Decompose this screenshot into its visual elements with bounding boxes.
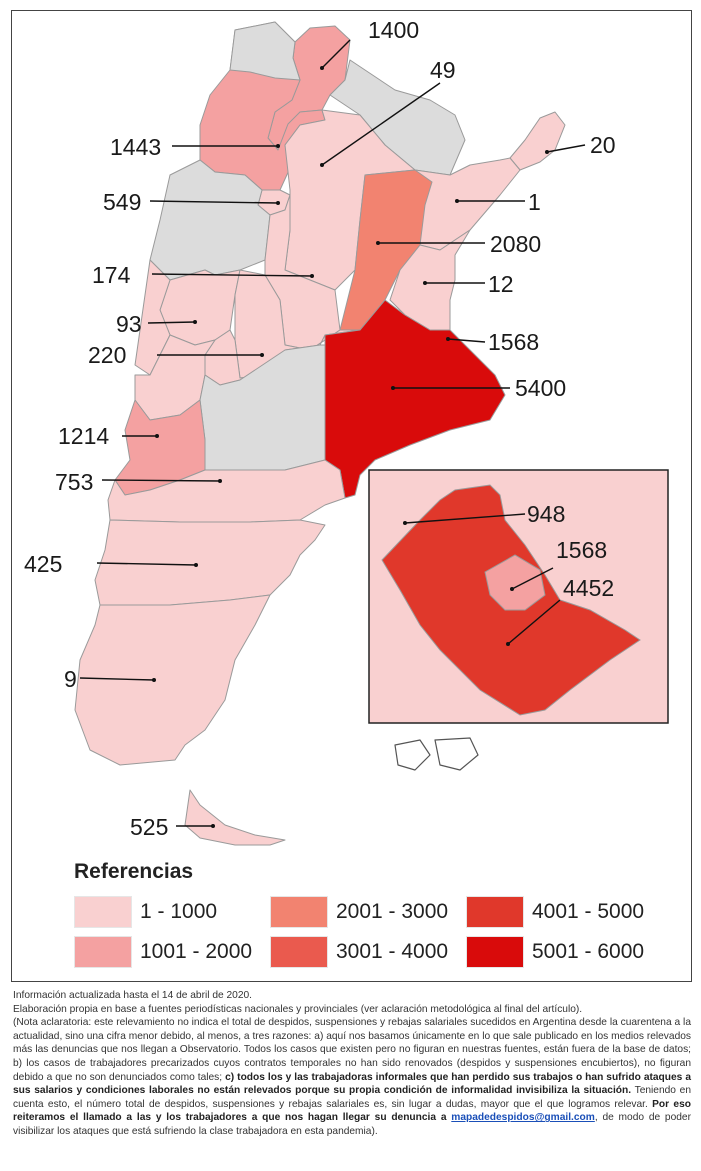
province-caba-value-label: 1568 xyxy=(488,329,539,355)
province-chubut-leader-dot xyxy=(194,563,198,567)
province-corrientes-leader-dot xyxy=(455,199,459,203)
province-r-o-negro-value-label: 753 xyxy=(55,469,93,495)
province-caba-leader-dot xyxy=(446,337,450,341)
province-tierra-del-fuego-value-label: 525 xyxy=(130,814,168,840)
province-tierra-del-fuego xyxy=(184,789,286,846)
province-santa-cruz-leader-dot xyxy=(152,678,156,682)
province-tucum-n-value-label: 549 xyxy=(103,189,141,215)
province-catamarca-north xyxy=(229,21,301,81)
legend-item: 5001 - 6000 xyxy=(466,936,644,968)
argentina-map: 1400 49 1443 20 549 1 2080 174 12 93 1568 220 5400 12… xyxy=(24,17,669,846)
inset-conurbano-norte-leader-dot xyxy=(403,521,407,525)
province-formosa-leader-line xyxy=(321,82,441,166)
province-r-o-negro-leader-dot xyxy=(218,479,222,483)
province-entre-rios xyxy=(389,229,471,331)
inset-caba-value-label: 1568 xyxy=(556,537,607,563)
province-santa-fe xyxy=(339,169,433,331)
province-misiones-leader-line xyxy=(546,144,586,153)
province-santa-fe-value-label: 2080 xyxy=(490,231,541,257)
legend-label: 3001 - 4000 xyxy=(336,940,449,963)
legend-label: 1 - 1000 xyxy=(140,900,218,923)
legend-swatch xyxy=(466,896,524,928)
notes-date: Información actualizada hasta el 14 de a… xyxy=(13,990,252,1001)
province-neuqu-n-leader-dot xyxy=(155,434,159,438)
province-san-juan-leader-dot xyxy=(193,320,197,324)
inset-conurbano-sur-value-label: 4452 xyxy=(563,575,614,601)
inset-conurbano-norte-leader-line xyxy=(404,513,526,524)
inset-conurbano-sur-leader-dot xyxy=(506,642,510,646)
legend-swatch xyxy=(466,936,524,968)
province-santa-cruz xyxy=(74,594,271,766)
province-tucum-n-leader-line xyxy=(149,200,279,204)
inset-caba xyxy=(484,554,546,611)
province-misiones xyxy=(509,111,566,171)
legend-label: 1001 - 2000 xyxy=(140,940,253,963)
province-chubut xyxy=(94,519,326,606)
province-san-juan-value-label: 93 xyxy=(116,311,142,337)
province-santa-fe-leader-dot xyxy=(376,241,380,245)
province-tierra-del-fuego-leader-dot xyxy=(211,824,215,828)
province-santiago-del-estero-leader-dot xyxy=(310,274,314,278)
legend-swatch xyxy=(74,936,132,968)
legend-label: 2001 - 3000 xyxy=(336,900,449,923)
legend-item: 1001 - 2000 xyxy=(74,936,252,968)
province-jujuy-leader-dot xyxy=(320,66,324,70)
province-formosa-value-label: 49 xyxy=(430,57,456,83)
province-corrientes-value-label: 1 xyxy=(528,189,541,215)
province-buenos-aires-value-label: 5400 xyxy=(515,375,566,401)
notes: Información actualizada hasta el 14 de a… xyxy=(13,989,691,1139)
province-tucum-n-leader-dot xyxy=(276,201,280,205)
province-buenos-aires-leader-dot xyxy=(391,386,395,390)
province-entre-r-os-leader-dot xyxy=(423,281,427,285)
province-santiago-del-estero-leader-line xyxy=(151,273,313,277)
province-misiones-leader-dot xyxy=(545,150,549,154)
province-san-juan-leader-line xyxy=(147,321,196,324)
province-misiones-value-label: 20 xyxy=(590,132,616,158)
province-salta-value-label: 1443 xyxy=(110,134,161,160)
province-san-luis-leader-dot xyxy=(260,353,264,357)
inset-conurbano-sur-leader-line xyxy=(507,599,561,645)
province-formosa-leader-dot xyxy=(320,163,324,167)
province-neuqu-n-value-label: 1214 xyxy=(58,423,109,449)
legend-label: 4001 - 5000 xyxy=(532,900,645,923)
inset-caba-leader-line xyxy=(511,567,554,590)
province-santa-cruz-leader-line xyxy=(79,677,155,681)
legend-title: Referencias xyxy=(74,860,194,883)
legend-item: 4001 - 5000 xyxy=(466,896,644,928)
province-entre-r-os-value-label: 12 xyxy=(488,271,514,297)
legend-swatch xyxy=(74,896,132,928)
legend-item: 3001 - 4000 xyxy=(270,936,448,968)
malvinas-islands xyxy=(394,737,479,771)
legend-swatch xyxy=(270,896,328,928)
notes-source: Elaboración propia en base a fuentes per… xyxy=(13,1003,583,1015)
province-chubut-value-label: 425 xyxy=(24,551,62,577)
legend-swatch xyxy=(270,936,328,968)
legend-label: 5001 - 6000 xyxy=(532,940,645,963)
province-caba-leader-line xyxy=(447,338,486,343)
province-san-luis-value-label: 220 xyxy=(88,342,126,368)
province-jujuy-value-label: 1400 xyxy=(368,17,419,43)
province-santa-cruz-value-label: 9 xyxy=(64,666,77,692)
inset-conurbano-norte-value-label: 948 xyxy=(527,501,565,527)
inset-gba xyxy=(368,469,669,724)
notes-disclaimer: (Nota aclaratoria: este relevamiento no … xyxy=(13,1017,691,1137)
email-link[interactable]: mapadedespidos@gmail.com xyxy=(451,1112,595,1124)
legend-item: 2001 - 3000 xyxy=(270,896,448,928)
inset-caba-leader-dot xyxy=(510,587,514,591)
province-r-o-negro-leader-line xyxy=(101,479,221,482)
province-chubut-leader-line xyxy=(96,562,197,566)
province-santiago-del-estero-value-label: 174 xyxy=(92,262,131,288)
province-salta-leader-dot xyxy=(276,144,280,148)
legend-item: 1 - 1000 xyxy=(74,896,217,928)
province-jujuy-leader-line xyxy=(321,39,351,69)
